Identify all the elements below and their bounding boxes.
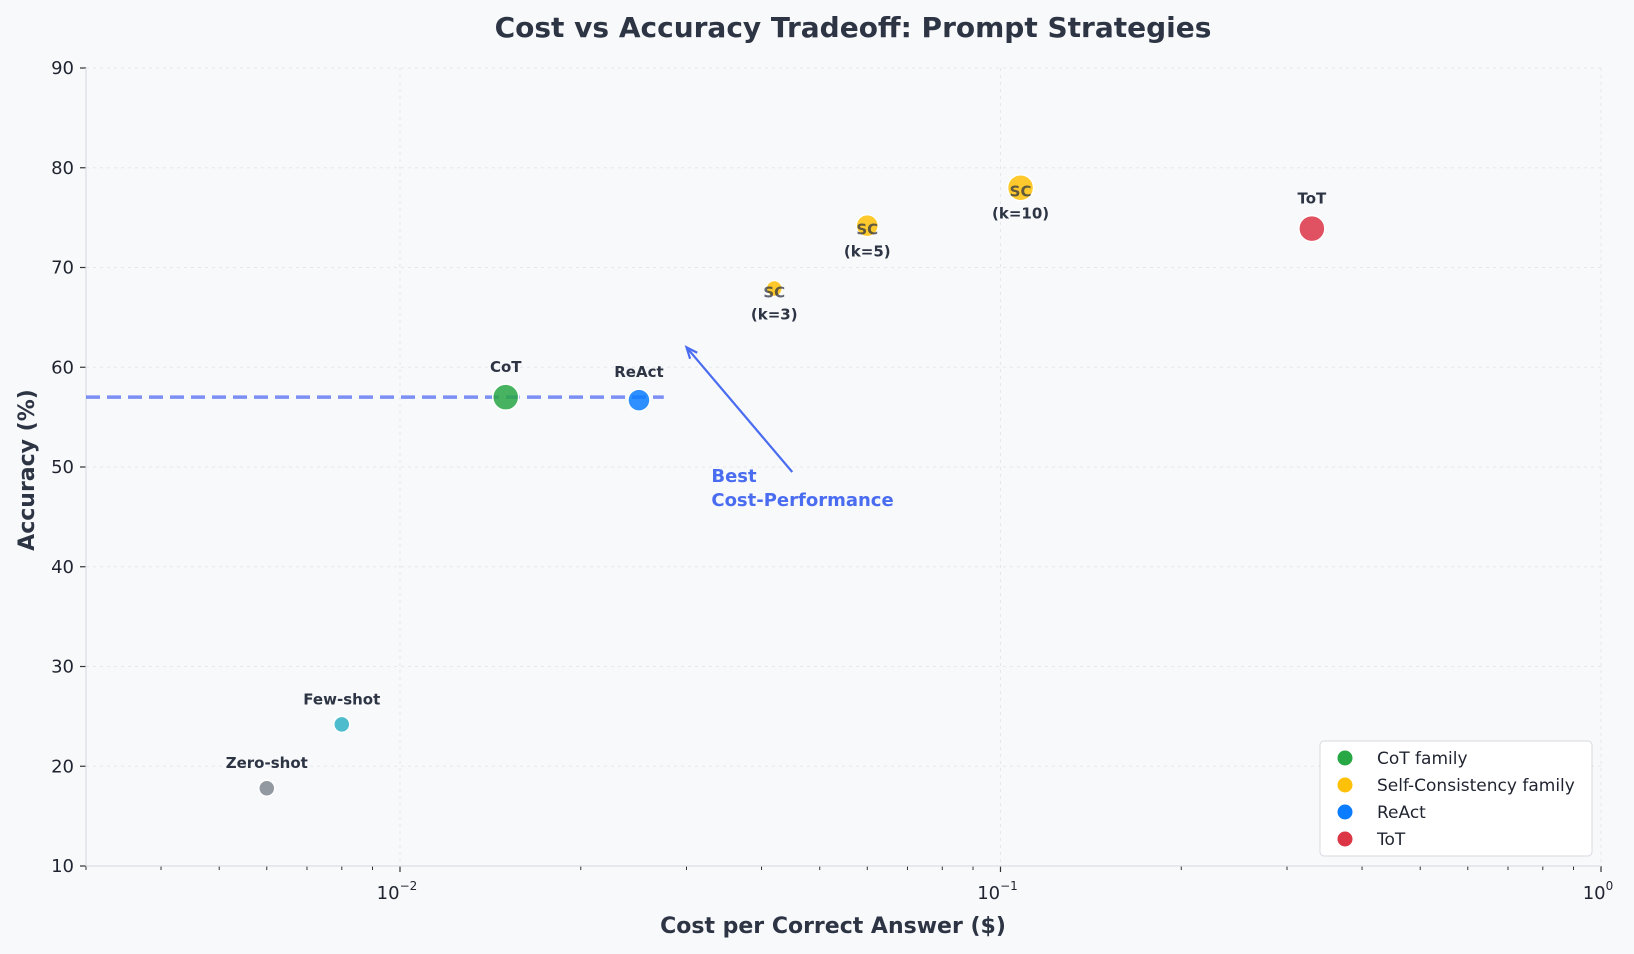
point-label: SC [763, 283, 785, 301]
y-tick-label: 30 [51, 657, 74, 678]
annotation-arrow [685, 346, 794, 473]
data-point [333, 715, 351, 734]
y-tick-label: 40 [51, 557, 74, 578]
legend-label: ToT [1376, 830, 1406, 850]
y-tick-label: 10 [51, 856, 74, 877]
grid-layer [86, 67, 1602, 867]
legend-label: Self-Consistency family [1377, 776, 1575, 796]
legend-marker [1337, 750, 1353, 766]
y-tick-label: 60 [51, 357, 74, 378]
data-point [491, 383, 520, 411]
legend-marker [1337, 777, 1353, 793]
point-label: SC [856, 221, 878, 239]
y-tick-label: 90 [51, 58, 74, 79]
point-label: Few-shot [303, 690, 380, 708]
data-point [258, 779, 276, 797]
annotation-text: Best [711, 466, 757, 487]
points-layer [258, 173, 1326, 797]
point-label: (k=5) [844, 243, 891, 261]
legend-marker [1337, 804, 1353, 820]
point-labels-layer: Zero-shot Few-shot CoT ReAct SC (k=3) SC (k=5) S… [226, 183, 1327, 772]
annotation-layer: Best Cost-Performance [684, 345, 894, 511]
point-label: SC [1010, 183, 1032, 201]
y-tick-label: 70 [51, 258, 74, 279]
point-label: (k=10) [992, 205, 1049, 223]
point-label: CoT [490, 358, 522, 376]
data-point [1298, 214, 1326, 243]
chart-title: Cost vs Accuracy Tradeoff: Prompt Strate… [495, 11, 1212, 44]
point-label: Zero-shot [226, 754, 308, 772]
x-tick-label: 10−2 [377, 879, 418, 904]
x-axis-title: Cost per Correct Answer ($) [660, 914, 1006, 939]
point-label: ToT [1297, 190, 1327, 208]
annotation-arrowhead [684, 345, 698, 360]
x-tick-label: 100 [1583, 879, 1614, 904]
data-point [765, 279, 784, 298]
y-tick-label: 20 [51, 756, 74, 777]
x-tick-label: 10−1 [977, 879, 1018, 904]
data-point [627, 388, 651, 412]
y-axis-title: Accuracy (%) [15, 389, 40, 551]
data-point [1006, 173, 1035, 202]
data-point [855, 213, 880, 238]
legend-box [1319, 740, 1593, 857]
legend-label: CoT family [1377, 749, 1468, 769]
legend: CoT family Self-Consistency family ReAct To… [1319, 740, 1593, 857]
y-tick-label: 80 [51, 158, 74, 179]
axes-layer: 10 20 30 40 50 60 70 80 90 10−2 10−1 100 [51, 58, 1613, 904]
point-label: (k=3) [751, 305, 798, 323]
point-label: ReAct [614, 363, 663, 381]
y-tick-label: 50 [51, 457, 74, 478]
legend-marker [1337, 831, 1353, 847]
legend-label: ReAct [1377, 803, 1426, 823]
annotation-text: Cost-Performance [711, 490, 893, 511]
